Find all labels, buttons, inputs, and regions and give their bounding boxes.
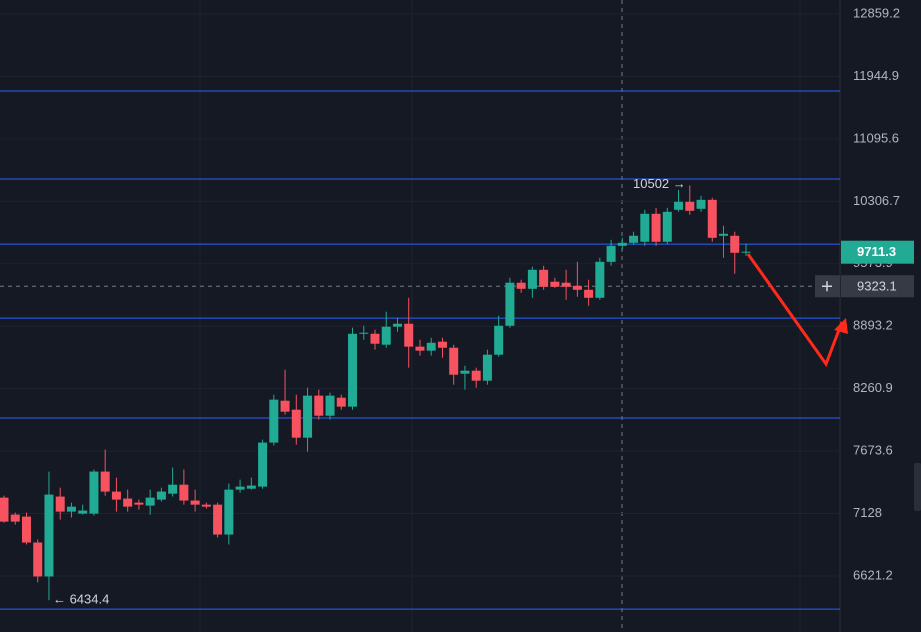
candle-body: [426, 342, 436, 351]
candle-body: [111, 491, 121, 500]
candle-body: [595, 261, 605, 298]
candle-body: [258, 442, 268, 487]
arrow-annotation: [746, 253, 844, 368]
candle-body: [606, 245, 616, 262]
candle-body: [415, 346, 425, 351]
candle-body: [662, 211, 672, 242]
candle-body: [392, 323, 402, 327]
y-tick-label: 10306.7: [853, 193, 900, 208]
candle-body: [629, 235, 639, 243]
y-tick-label: 11944.9: [853, 68, 899, 83]
candle-body: [494, 325, 504, 355]
candle-body: [640, 213, 650, 242]
candle-body: [213, 504, 223, 535]
candle-body: [482, 354, 492, 381]
y-tick-label: 6621.2: [853, 567, 893, 582]
candle-body: [66, 506, 76, 512]
last-price-box: [841, 240, 914, 264]
candle-body: [527, 269, 537, 289]
y-tick-label: 8260.9: [853, 380, 893, 395]
candle-body: [291, 409, 301, 438]
candle-body: [674, 201, 684, 210]
candle-body: [685, 201, 695, 211]
candle-body: [201, 504, 211, 507]
candle-body: [741, 251, 751, 253]
candle-body: [145, 497, 155, 506]
candle-body: [280, 400, 290, 412]
candle-body: [33, 542, 43, 577]
candle-body: [348, 333, 358, 407]
candle-body: [0, 497, 9, 522]
candle-body: [572, 285, 582, 290]
candle-body: [123, 498, 133, 507]
candle-body: [55, 496, 65, 512]
candle-body: [44, 494, 54, 577]
candle-body: [460, 370, 470, 374]
arrow-head: [834, 318, 848, 334]
candle-body: [584, 289, 594, 298]
candle-body: [719, 233, 729, 236]
candle-body: [269, 399, 279, 443]
crosshair-price-label: 9323.1: [857, 279, 897, 294]
candle-body: [100, 471, 110, 492]
candle-body: [336, 397, 346, 407]
candle-body: [505, 282, 515, 326]
candle-body: [561, 282, 571, 287]
y-tick-label: 7128: [853, 505, 882, 520]
y-tick-label: 12859.2: [853, 5, 900, 20]
candle-body: [303, 395, 313, 438]
candle-body: [314, 395, 324, 416]
candle-body: [134, 502, 144, 505]
candle-body: [78, 510, 88, 514]
high-label: 10502 →: [633, 176, 686, 191]
candle-body: [617, 242, 627, 246]
candle-body: [404, 323, 414, 347]
y-tick-label: 11095.6: [853, 130, 899, 145]
candle-body: [10, 514, 20, 522]
candle-body: [730, 235, 740, 253]
candle-body: [359, 332, 369, 334]
candle-body: [246, 485, 256, 489]
candle-body: [437, 341, 447, 348]
candle-body: [89, 471, 99, 514]
candle-body: [325, 395, 335, 416]
candle-body: [696, 199, 706, 209]
side-tab[interactable]: [914, 463, 921, 511]
low-label: ← 6434.4: [53, 592, 109, 607]
candle-body: [381, 326, 391, 345]
candle-body: [179, 484, 189, 501]
last-price-label: 9711.3: [857, 244, 896, 259]
plus-icon: [822, 281, 832, 292]
candle-body: [471, 370, 481, 381]
candle-body: [651, 213, 661, 242]
candle-body: [539, 269, 549, 287]
candle-body: [224, 489, 234, 535]
candle-body: [21, 516, 31, 543]
y-tick-label: 8893.2: [853, 318, 893, 333]
candle-body: [516, 282, 526, 289]
candle-body: [370, 333, 380, 344]
candle-body: [707, 199, 717, 238]
candle-body: [235, 486, 245, 490]
candle-body: [550, 281, 560, 287]
candle-body: [190, 500, 200, 505]
crosshair-price-box: [841, 275, 914, 298]
candle-body: [168, 484, 178, 494]
grid: [199, 0, 801, 632]
candle-body: [156, 491, 166, 500]
candle-body: [449, 347, 459, 375]
y-tick-label: 7673.6: [853, 443, 893, 458]
